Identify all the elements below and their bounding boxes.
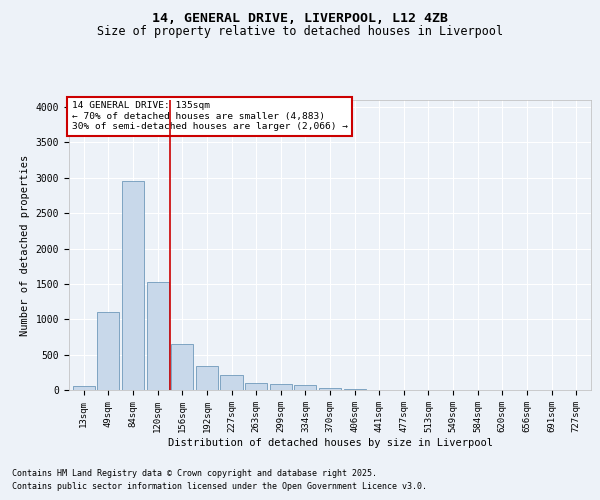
Y-axis label: Number of detached properties: Number of detached properties — [20, 154, 30, 336]
Text: 14, GENERAL DRIVE, LIVERPOOL, L12 4ZB: 14, GENERAL DRIVE, LIVERPOOL, L12 4ZB — [152, 12, 448, 26]
Bar — [171, 344, 193, 390]
Bar — [196, 366, 218, 390]
Bar — [220, 375, 242, 390]
Text: Size of property relative to detached houses in Liverpool: Size of property relative to detached ho… — [97, 25, 503, 38]
X-axis label: Distribution of detached houses by size in Liverpool: Distribution of detached houses by size … — [167, 438, 493, 448]
Bar — [122, 182, 144, 390]
Text: Contains HM Land Registry data © Crown copyright and database right 2025.: Contains HM Land Registry data © Crown c… — [12, 468, 377, 477]
Bar — [319, 388, 341, 390]
Bar — [245, 384, 267, 390]
Bar — [269, 384, 292, 390]
Text: 14 GENERAL DRIVE: 135sqm
← 70% of detached houses are smaller (4,883)
30% of sem: 14 GENERAL DRIVE: 135sqm ← 70% of detach… — [71, 102, 347, 132]
Bar — [146, 282, 169, 390]
Bar — [294, 386, 316, 390]
Bar — [97, 312, 119, 390]
Bar — [73, 386, 95, 390]
Text: Contains public sector information licensed under the Open Government Licence v3: Contains public sector information licen… — [12, 482, 427, 491]
